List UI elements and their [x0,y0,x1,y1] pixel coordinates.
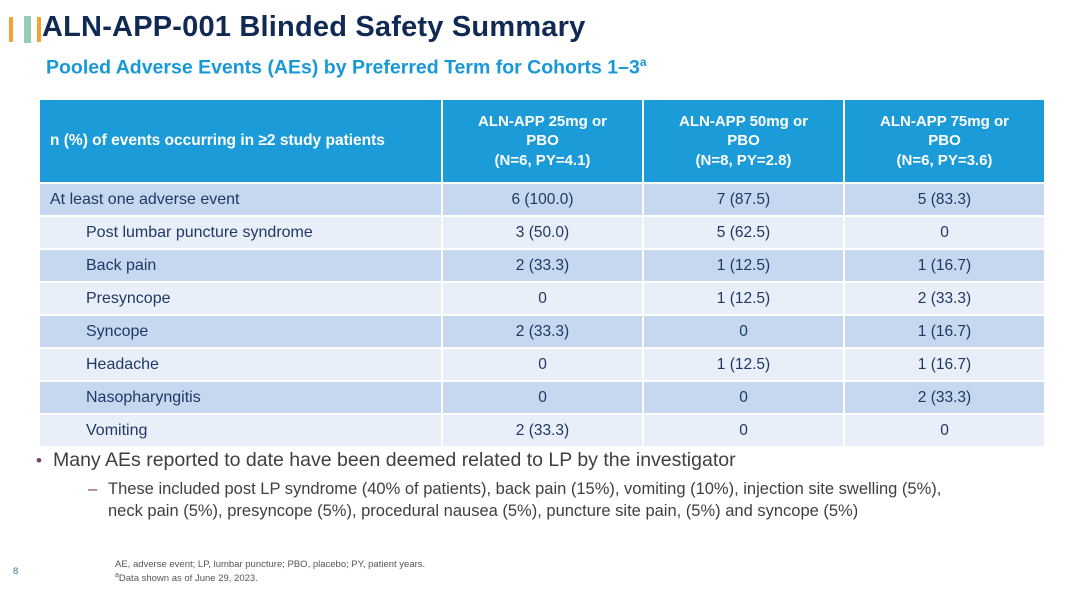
table-row-header: n (%) of events occurring in ≥2 study pa… [40,100,441,182]
column-header-25mg: ALN-APP 25mg or PBO (N=6, PY=4.1) [443,100,642,182]
row-label: Syncope [40,316,441,347]
row-label: At least one adverse event [40,184,441,215]
logo-bar-teal-icon [24,16,31,43]
footnote-data-date: aData shown as of June 29, 2023. [115,571,425,585]
commentary-section: • Many AEs reported to date have been de… [36,448,1044,523]
cell-value: 0 [443,349,642,380]
cell-value: 1 (12.5) [644,283,843,314]
bullet-point: • Many AEs reported to date have been de… [36,448,1044,472]
row-label: Presyncope [40,283,441,314]
cell-value: 0 [644,415,843,446]
cell-value: 2 (33.3) [443,250,642,281]
cell-value: 0 [644,382,843,413]
brand-logo-bars-icon [8,14,42,44]
cell-value: 7 (87.5) [644,184,843,215]
cell-value: 0 [443,382,642,413]
cell-value: 5 (62.5) [644,217,843,248]
cell-value: 1 (16.7) [845,349,1044,380]
row-label: Back pain [40,250,441,281]
cell-value: 2 (33.3) [845,382,1044,413]
footnote-superscript: a [115,572,119,580]
sub-bullet-text: These included post LP syndrome (40% of … [108,480,942,521]
cell-value: 2 (33.3) [443,415,642,446]
cell-value: 0 [644,316,843,347]
column-header-50mg: ALN-APP 50mg or PBO (N=8, PY=2.8) [644,100,843,182]
row-label: Nasopharyngitis [40,382,441,413]
slide-subtitle-text: Pooled Adverse Events (AEs) by Preferred… [46,56,640,79]
cell-value: 1 (12.5) [644,349,843,380]
dash-marker-icon: – [88,480,98,499]
row-label: Post lumbar puncture syndrome [40,217,441,248]
footnotes: AE, adverse event; LP, lumbar puncture; … [115,558,425,586]
column-header-75mg: ALN-APP 75mg or PBO (N=6, PY=3.6) [845,100,1044,182]
logo-bar-orange-2-icon [37,17,41,42]
cell-value: 3 (50.0) [443,217,642,248]
bullet-text: Many AEs reported to date have been deem… [53,449,736,471]
sub-bullet-point: – These included post LP syndrome (40% o… [88,479,1044,523]
footnote-abbreviations: AE, adverse event; LP, lumbar puncture; … [115,559,426,570]
cell-value: 6 (100.0) [443,184,642,215]
cell-value: 0 [845,415,1044,446]
row-label: Headache [40,349,441,380]
cell-value: 1 (12.5) [644,250,843,281]
cell-value: 1 (16.7) [845,250,1044,281]
row-label: Vomiting [40,415,441,446]
cell-value: 2 (33.3) [845,283,1044,314]
cell-value: 5 (83.3) [845,184,1044,215]
cell-value: 2 (33.3) [443,316,642,347]
page-number: 8 [13,566,19,577]
adverse-events-table: n (%) of events occurring in ≥2 study pa… [40,100,1044,446]
cell-value: 1 (16.7) [845,316,1044,347]
slide-subtitle: Pooled Adverse Events (AEs) by Preferred… [46,55,647,80]
logo-bar-orange-1-icon [9,17,13,42]
bullet-marker-icon: • [36,451,42,470]
cell-value: 0 [845,217,1044,248]
subtitle-footnote-marker: a [639,55,647,69]
footnote-data-date-text: Data shown as of June 29, 2023. [118,573,258,585]
slide-title: ALN-APP-001 Blinded Safety Summary [42,11,586,43]
cell-value: 0 [443,283,642,314]
